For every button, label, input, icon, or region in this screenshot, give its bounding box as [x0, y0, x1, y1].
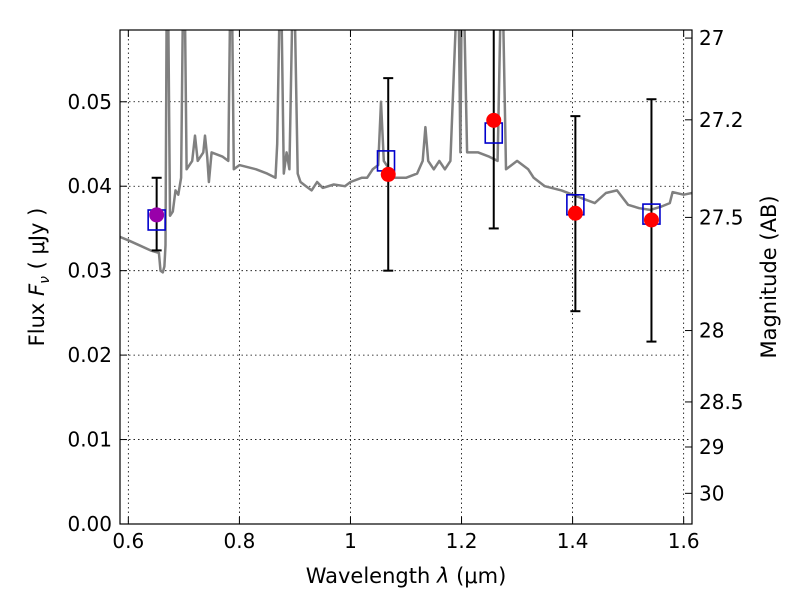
y-tick-label: 0.05 — [67, 90, 112, 114]
y-tick-label: 0.02 — [67, 343, 112, 367]
y2-tick-label: 28.5 — [699, 390, 744, 414]
x-tick-label: 0.6 — [112, 529, 144, 553]
x-tick-label: 0.8 — [223, 529, 255, 553]
error-bars — [151, 30, 657, 343]
observed-point — [149, 207, 165, 223]
observed-point — [567, 205, 583, 221]
y2-tick-label: 29 — [699, 435, 724, 459]
y-tick-label: 0.04 — [67, 174, 112, 198]
observed-photometry-points — [149, 112, 659, 228]
observed-point — [486, 112, 502, 128]
y2-axis-label: Magnitude (AB) — [757, 195, 781, 358]
x-tick-label: 1.6 — [668, 529, 700, 553]
y2-tick-label: 27 — [699, 26, 724, 50]
plot-area — [120, 30, 692, 343]
y-axis-label: Flux Fν ( μJy ) — [25, 208, 53, 347]
y2-tick-label: 28 — [699, 319, 724, 343]
y2-tick-label: 30 — [699, 481, 724, 505]
plot-frame — [119, 29, 693, 525]
model-spectrum-line — [120, 30, 692, 274]
axis-ticks: 0.6 0.8 1 1.2 1.4 1.6 0.00 0.01 0.02 0.03 0.04 0.05… — [67, 26, 743, 553]
y2-tick-label: 27.2 — [699, 108, 744, 132]
observed-point — [380, 166, 396, 182]
grid-lines — [120, 30, 692, 525]
y-tick-label: 0.01 — [67, 428, 112, 452]
y-tick-label: 0.03 — [67, 259, 112, 283]
model-photometry-boxes — [147, 122, 661, 231]
x-tick-label: 1.2 — [446, 529, 478, 553]
x-tick-label: 1.4 — [557, 529, 589, 553]
x-tick-label: 1 — [344, 529, 357, 553]
observed-point — [643, 212, 659, 228]
y2-tick-label: 27.5 — [699, 205, 744, 229]
x-axis-label: Wavelength λ (μm) — [306, 564, 507, 588]
y-tick-label: 0.00 — [67, 512, 112, 536]
